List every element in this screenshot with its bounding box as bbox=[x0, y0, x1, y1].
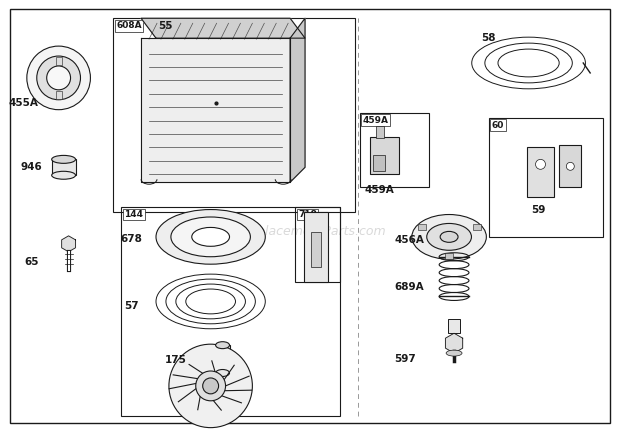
Text: 718: 718 bbox=[298, 210, 317, 219]
Ellipse shape bbox=[51, 172, 76, 179]
Text: 459A: 459A bbox=[365, 185, 394, 195]
Bar bbox=[489, 118, 603, 237]
Text: 57: 57 bbox=[124, 302, 138, 311]
Bar bbox=[445, 253, 453, 259]
Bar bbox=[472, 225, 480, 230]
Bar bbox=[448, 319, 460, 333]
Text: 689A: 689A bbox=[394, 282, 424, 292]
Bar bbox=[122, 207, 340, 416]
Text: 58: 58 bbox=[482, 33, 496, 43]
Circle shape bbox=[196, 371, 226, 401]
Bar bbox=[51, 159, 76, 175]
Polygon shape bbox=[141, 38, 290, 182]
Ellipse shape bbox=[216, 342, 229, 349]
Circle shape bbox=[46, 66, 71, 90]
Ellipse shape bbox=[51, 156, 76, 163]
Text: 946: 946 bbox=[21, 162, 43, 172]
Polygon shape bbox=[290, 18, 305, 182]
Ellipse shape bbox=[446, 350, 462, 356]
Polygon shape bbox=[141, 18, 305, 38]
Text: 144: 144 bbox=[124, 210, 143, 219]
Circle shape bbox=[536, 159, 546, 169]
Text: 175: 175 bbox=[165, 355, 187, 365]
Bar bbox=[360, 113, 429, 187]
Text: eReplacementParts.com: eReplacementParts.com bbox=[234, 226, 386, 238]
Circle shape bbox=[37, 56, 81, 100]
Text: 65: 65 bbox=[25, 257, 39, 267]
Text: 55: 55 bbox=[158, 21, 172, 31]
Bar bbox=[56, 91, 61, 99]
Bar bbox=[373, 156, 384, 172]
Circle shape bbox=[169, 344, 252, 428]
Bar bbox=[376, 126, 384, 137]
Bar bbox=[526, 147, 554, 197]
Text: 455A: 455A bbox=[9, 98, 39, 108]
Ellipse shape bbox=[440, 232, 458, 242]
Bar bbox=[304, 212, 328, 282]
Circle shape bbox=[27, 46, 91, 110]
Bar bbox=[295, 207, 340, 282]
Ellipse shape bbox=[192, 227, 229, 246]
Ellipse shape bbox=[412, 215, 486, 259]
Text: 459A: 459A bbox=[363, 116, 389, 125]
Bar bbox=[216, 345, 229, 373]
Ellipse shape bbox=[427, 223, 471, 250]
Bar bbox=[311, 232, 321, 267]
Bar bbox=[559, 146, 581, 187]
Text: 678: 678 bbox=[120, 234, 142, 244]
Polygon shape bbox=[445, 333, 463, 353]
Text: 608A: 608A bbox=[117, 21, 142, 30]
Ellipse shape bbox=[156, 210, 265, 264]
Bar bbox=[113, 18, 355, 212]
Bar bbox=[418, 225, 425, 230]
Text: 59: 59 bbox=[531, 205, 546, 215]
Circle shape bbox=[566, 162, 574, 170]
Text: 597: 597 bbox=[394, 354, 416, 364]
Text: 456A: 456A bbox=[394, 235, 424, 245]
Ellipse shape bbox=[171, 217, 250, 257]
Ellipse shape bbox=[216, 369, 229, 376]
Bar bbox=[56, 57, 61, 65]
Polygon shape bbox=[61, 236, 76, 252]
Bar bbox=[370, 137, 399, 174]
Circle shape bbox=[203, 378, 219, 394]
Text: 60: 60 bbox=[492, 121, 504, 130]
